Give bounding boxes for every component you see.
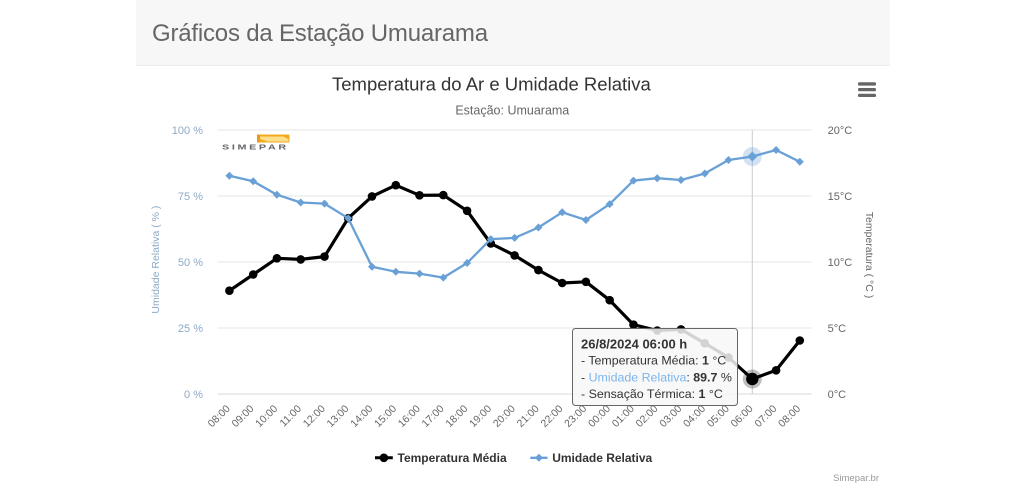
svg-text:15°C: 15°C [828, 191, 853, 203]
svg-text:- Sensação Térmica: 1 °C: - Sensação Térmica: 1 °C [581, 387, 723, 401]
svg-text:20:00: 20:00 [491, 403, 518, 430]
svg-text:Temperatura Média: Temperatura Média [398, 451, 507, 465]
svg-text:18:00: 18:00 [443, 403, 470, 430]
svg-text:10°C: 10°C [828, 257, 853, 269]
svg-text:12:00: 12:00 [301, 403, 328, 430]
svg-text:05:00: 05:00 [705, 403, 732, 430]
svg-text:16:00: 16:00 [396, 403, 423, 430]
svg-text:Umidade Relativa ( % ): Umidade Relativa ( % ) [150, 206, 162, 314]
svg-text:09:00: 09:00 [229, 403, 256, 430]
svg-text:5°C: 5°C [828, 323, 847, 335]
svg-text:0 %: 0 % [184, 389, 203, 401]
svg-text:08:00: 08:00 [776, 403, 803, 430]
svg-text:06:00: 06:00 [729, 403, 756, 430]
svg-text:50 %: 50 % [178, 257, 203, 269]
svg-text:Umidade Relativa: Umidade Relativa [552, 451, 652, 465]
svg-text:- Temperatura Média: 1 °C: - Temperatura Média: 1 °C [581, 354, 726, 368]
svg-text:08:00: 08:00 [206, 403, 233, 430]
svg-text:Temperatura do Ar e Umidade Re: Temperatura do Ar e Umidade Relativa [332, 74, 651, 95]
svg-text:23:00: 23:00 [562, 403, 589, 430]
svg-text:100 %: 100 % [172, 125, 203, 137]
svg-text:21:00: 21:00 [515, 403, 542, 430]
svg-text:Estação: Umuarama: Estação: Umuarama [455, 104, 569, 118]
svg-text:Temperatura ( °C ): Temperatura ( °C ) [863, 212, 875, 298]
svg-text:20°C: 20°C [828, 125, 853, 137]
svg-text:07:00: 07:00 [752, 403, 779, 430]
svg-text:01:00: 01:00 [610, 403, 637, 430]
svg-text:11:00: 11:00 [278, 403, 305, 430]
svg-text:04:00: 04:00 [681, 403, 708, 430]
svg-text:13:00: 13:00 [324, 403, 351, 430]
svg-text:- Umidade Relativa: 89.7 %: - Umidade Relativa: 89.7 % [581, 370, 732, 384]
svg-text:SIMEPAR: SIMEPAR [222, 143, 289, 151]
svg-text:15:00: 15:00 [372, 403, 399, 430]
svg-text:Simepar.br: Simepar.br [833, 473, 879, 484]
svg-text:19:00: 19:00 [467, 403, 494, 430]
svg-text:03:00: 03:00 [657, 403, 684, 430]
svg-text:0°C: 0°C [828, 389, 847, 401]
svg-text:26/8/2024 06:00 h: 26/8/2024 06:00 h [581, 336, 687, 351]
svg-text:10:00: 10:00 [253, 403, 280, 430]
svg-text:22:00: 22:00 [538, 403, 565, 430]
svg-text:02:00: 02:00 [633, 403, 660, 430]
svg-text:17:00: 17:00 [420, 403, 447, 430]
svg-text:14:00: 14:00 [348, 403, 375, 430]
svg-text:25 %: 25 % [178, 323, 203, 335]
svg-text:00:00: 00:00 [586, 403, 613, 430]
svg-text:75 %: 75 % [178, 191, 203, 203]
